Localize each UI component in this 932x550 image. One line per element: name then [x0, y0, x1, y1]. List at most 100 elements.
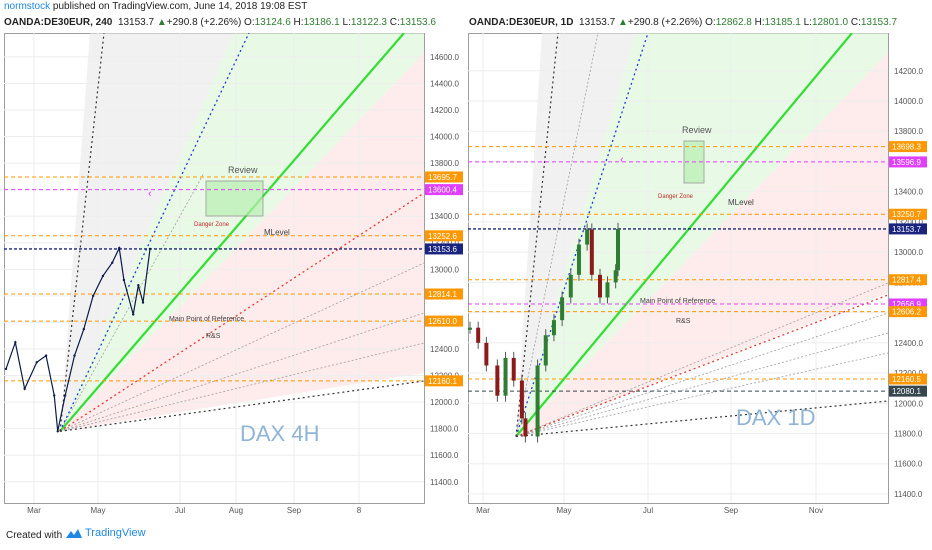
y-tick-label: 12400.0: [894, 339, 923, 348]
publish-info: published on TradingView.com, June 14, 2…: [52, 1, 308, 12]
tradingview-logo-icon: [66, 528, 82, 538]
y-tick-label: 13400.0: [894, 188, 923, 197]
fan-ray: [515, 282, 889, 437]
y-tick-label: 12400.0: [430, 345, 459, 354]
price-tag-label: 12814.1: [428, 290, 457, 299]
price-tag: [889, 373, 927, 385]
right-high: 13185.1: [764, 17, 801, 28]
price-point: [63, 394, 67, 397]
price-point: [118, 246, 121, 250]
candle-body: [523, 418, 528, 437]
right-low: 12801.0: [811, 17, 849, 28]
candle-body: [484, 342, 489, 366]
price-point: [101, 274, 105, 278]
price-tag: [889, 156, 927, 168]
annotation-mlevel: MLevel: [728, 198, 754, 207]
price-point: [91, 294, 95, 298]
annotation-mlevel: MLevel: [264, 228, 290, 237]
price-tag-label: 12610.0: [428, 317, 457, 326]
left-symbol[interactable]: OANDA:DE30EUR, 240: [4, 17, 113, 28]
price-tag: [425, 230, 463, 242]
y-tick-label: 13200.0: [894, 218, 923, 227]
price-point: [53, 394, 56, 397]
price-point: [4, 367, 8, 371]
y-tick-label: 13000.0: [894, 248, 923, 257]
candle-body: [605, 282, 610, 298]
price-point: [23, 387, 26, 391]
left-open: 13124.6: [254, 17, 291, 28]
tradingview-brand-label: TradingView: [85, 527, 146, 539]
right-close: 13153.7: [860, 17, 898, 28]
right-price-chart[interactable]: Review Danger Zone MLevel Main Point of Ref…: [468, 33, 928, 519]
right-chart-header: OANDA:DE30EUR, 1D 13153.7 ▲+290.8 (+2.26…: [469, 17, 898, 28]
left-arrow-icon: ‹: [148, 188, 152, 200]
fan-ray: [515, 352, 889, 437]
candle-body: [468, 327, 472, 330]
annotation-review: Review: [228, 165, 258, 175]
left-close: 13153.6: [399, 17, 436, 28]
candle-body: [616, 228, 620, 271]
annotation-danger-zone: Danger Zone: [658, 194, 694, 200]
created-with-label: Created with: [6, 530, 63, 541]
annotation-main-point: Main Point of Reference: [640, 298, 715, 305]
price-tag-label: 13252.6: [428, 232, 457, 241]
y-tick-label: 13800.0: [894, 127, 923, 136]
left-chart-header: OANDA:DE30EUR, 240 13153.7 ▲+290.8 (+2.2…: [4, 17, 436, 28]
annotation-danger-zone: Danger Zone: [194, 222, 230, 228]
right-symbol[interactable]: OANDA:DE30EUR, 1D: [469, 17, 574, 28]
price-point: [132, 313, 135, 316]
chart-watermark: DAX 1D: [736, 405, 815, 430]
price-tag-label: 13596.9: [892, 158, 921, 167]
candle-body: [597, 274, 602, 298]
username-link[interactable]: normstock: [4, 1, 51, 12]
fan-ray: [515, 33, 599, 437]
price-point: [44, 354, 48, 357]
x-tick-label: May: [556, 506, 571, 515]
y-tick-label: 14200.0: [894, 67, 923, 76]
review-box: [205, 180, 264, 217]
fan-zone-red: [516, 53, 888, 437]
y-tick-label: 14000.0: [894, 97, 923, 106]
price-tag-label: 12160.1: [428, 377, 457, 386]
y-tick-label: 11800.0: [430, 425, 459, 434]
x-tick-label: Sep: [724, 506, 739, 515]
price-tag: [889, 141, 927, 153]
y-tick-label: 12000.0: [894, 399, 923, 408]
x-tick-label: Nov: [809, 506, 823, 515]
price-point: [82, 327, 86, 331]
x-tick-label: Jul: [643, 506, 653, 515]
blue-fan-line: [59, 33, 250, 432]
candle-body: [589, 229, 594, 275]
annotation-rs: R&S: [206, 333, 221, 340]
black-steep-line: [59, 33, 105, 432]
fan-ray: [515, 332, 889, 437]
green-trend-line: [515, 33, 853, 438]
y-tick-label: 11800.0: [894, 429, 923, 438]
left-arrow-icon: ‹: [620, 154, 624, 166]
price-point: [73, 354, 76, 357]
y-tick-label: 13200.0: [430, 239, 459, 248]
fan-ray: [515, 312, 889, 437]
price-tag-label: 12080.1: [892, 387, 921, 396]
price-tag-label: 12817.4: [892, 276, 921, 285]
fan-ray: [59, 342, 425, 432]
candle-body: [503, 357, 508, 396]
chart-watermark: DAX 4H: [240, 421, 319, 446]
left-high: 13186.1: [303, 17, 340, 28]
left-price-chart[interactable]: Review Danger Zone MLevel Main Point of Ref…: [4, 33, 464, 519]
footer: Created with TradingView: [0, 522, 932, 550]
price-tag: [425, 375, 463, 387]
right-change: +290.8 (+2.26%): [627, 17, 703, 28]
price-tag: [425, 243, 463, 255]
fan-ray: [59, 262, 425, 432]
tradingview-brand[interactable]: TradingView: [66, 527, 146, 539]
candle-body: [613, 270, 618, 283]
price-tag: [425, 315, 463, 327]
candle-body: [560, 297, 565, 321]
price-tag-label: 12606.2: [892, 308, 921, 317]
y-tick-label: 14200.0: [430, 106, 459, 115]
annotation-main-point: Main Point of Reference: [169, 316, 244, 323]
fan-zone-green: [516, 33, 888, 437]
price-tag: [889, 208, 927, 220]
price-point: [148, 247, 152, 251]
